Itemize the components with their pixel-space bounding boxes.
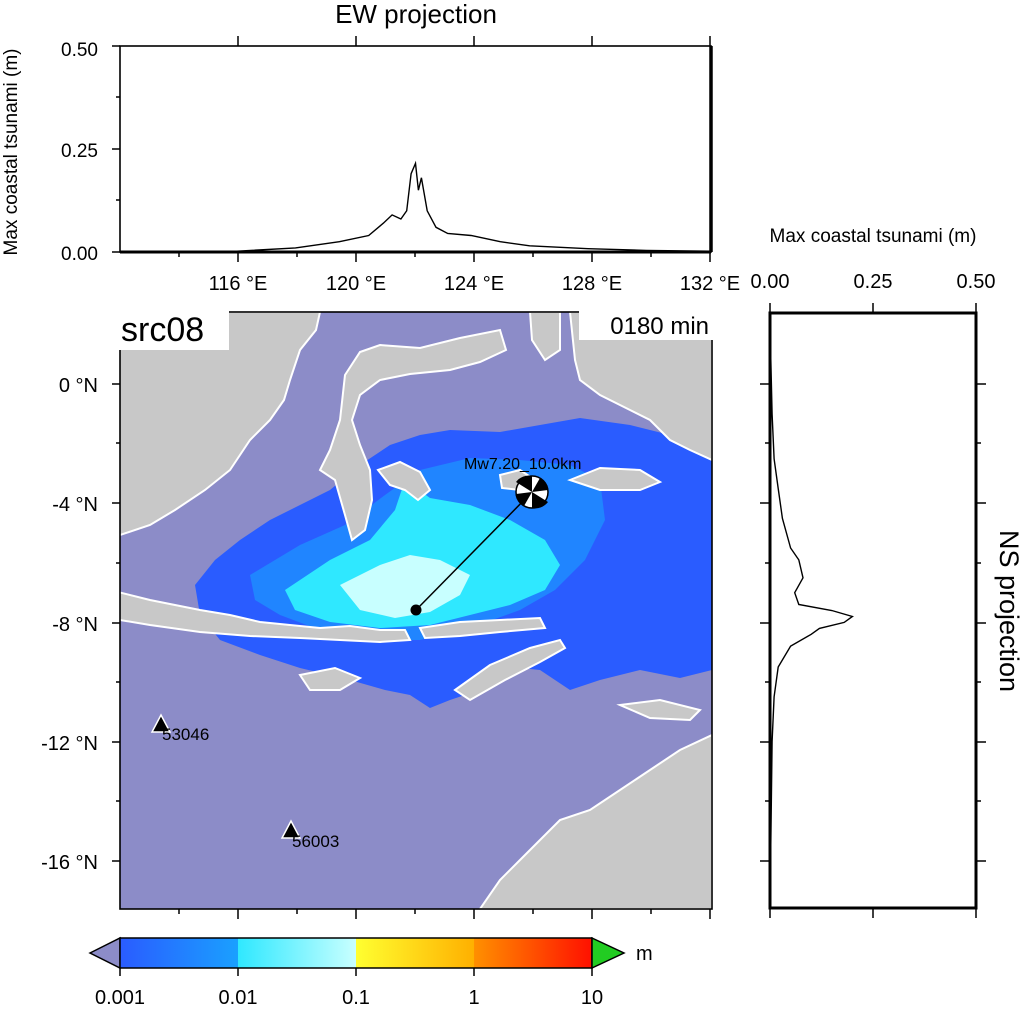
colorbar-underflow-triangle	[88, 936, 121, 970]
ew-projection-panel: EW projection Max coastal tsunami (m) 0.…	[1, 0, 740, 295]
time-label-box	[579, 310, 713, 340]
ew-title: EW projection	[335, 0, 497, 29]
colorbar-tick-001: 0.01	[219, 987, 258, 1009]
land	[120, 312, 712, 909]
station-marker-icon	[150, 713, 172, 733]
ns-projection-panel: Max coastal tsunami (m) 0.00 0.25 0.50 N…	[751, 226, 1024, 918]
sulawesi	[318, 328, 508, 542]
event-label: Mw7.20_10.0km	[464, 456, 581, 473]
ew-xtick-116: 116 °E	[209, 273, 268, 295]
source-label: src08	[121, 311, 204, 349]
colorbar-tick-01: 0.1	[342, 987, 370, 1009]
ew-xtick-128: 128 °E	[562, 273, 622, 295]
sulawesi-se-arm	[376, 460, 432, 502]
source-label-box	[117, 310, 229, 350]
map-panel: 0 °N -4 °N -8 °N -12 °N -16 °N src08 018…	[41, 310, 713, 919]
epicenter-connector	[415, 491, 533, 611]
ew-ylabel: Max coastal tsunami (m)	[1, 49, 22, 256]
ns-xtick-050: 0.50	[957, 271, 996, 293]
ew-ytick-000: 0.00	[61, 244, 98, 265]
station-label: 53046	[162, 725, 209, 744]
wetar-islands	[616, 698, 702, 722]
ns-xtick-025: 0.25	[854, 271, 893, 293]
colorbar-tick-1: 1	[468, 987, 479, 1009]
colorbar-tick-0001: 0.001	[95, 987, 145, 1009]
ew-xtick-124: 124 °E	[444, 273, 504, 295]
map-ytick-8: -8 °N	[52, 614, 98, 636]
timor	[453, 638, 567, 702]
colorbar-tick-10: 10	[581, 987, 603, 1009]
ew-frame	[119, 45, 712, 253]
sumba	[298, 666, 363, 691]
ew-xtick-120: 120 °E	[326, 273, 386, 295]
ns-frame	[768, 311, 978, 910]
ns-xtick-000: 0.00	[751, 271, 790, 293]
tsunami-field-peak	[340, 555, 470, 618]
ns-xlabel: Max coastal tsunami (m)	[770, 226, 977, 247]
ew-ytick-050: 0.50	[61, 40, 98, 61]
station-marker-icon	[280, 819, 302, 839]
colorbar-segment-4	[474, 938, 592, 968]
australia	[478, 733, 712, 909]
colorbar-segment-1	[120, 938, 238, 968]
colorbar-segment-2	[238, 938, 356, 968]
map-ytick-12: -12 °N	[41, 733, 98, 755]
epicenter-dot	[410, 604, 422, 616]
map-ytick-16: -16 °N	[41, 852, 98, 874]
lesser-sunda	[418, 616, 547, 640]
ew-xticks	[178, 36, 711, 262]
ew-ytick-025: 0.25	[61, 141, 98, 162]
seram	[567, 466, 663, 491]
ns-title: NS projection	[994, 530, 1024, 692]
colorbar-unit: m	[636, 943, 653, 965]
colorbar-overflow-triangle	[591, 936, 626, 970]
colorbar-segment-3	[356, 938, 474, 968]
map-ytick-0: 0 °N	[59, 375, 98, 397]
station-label: 56003	[292, 832, 339, 851]
beachball-icon	[515, 475, 549, 509]
map-frame	[119, 311, 713, 910]
new-guinea-head	[568, 312, 712, 462]
ns-series-line	[769, 324, 854, 909]
time-label: 0180 min	[610, 313, 709, 340]
station-53046: 53046	[150, 713, 209, 744]
ew-series-line	[119, 160, 712, 253]
ew-xtick-132: 132 °E	[680, 273, 740, 295]
halmahera	[528, 312, 561, 362]
map-ytick-4: -4 °N	[52, 494, 98, 516]
java-east	[120, 591, 412, 644]
station-56003: 56003	[280, 819, 339, 851]
borneo	[120, 312, 322, 536]
colorbar: m 0.001 0.01 0.1 1 10	[88, 936, 653, 1009]
